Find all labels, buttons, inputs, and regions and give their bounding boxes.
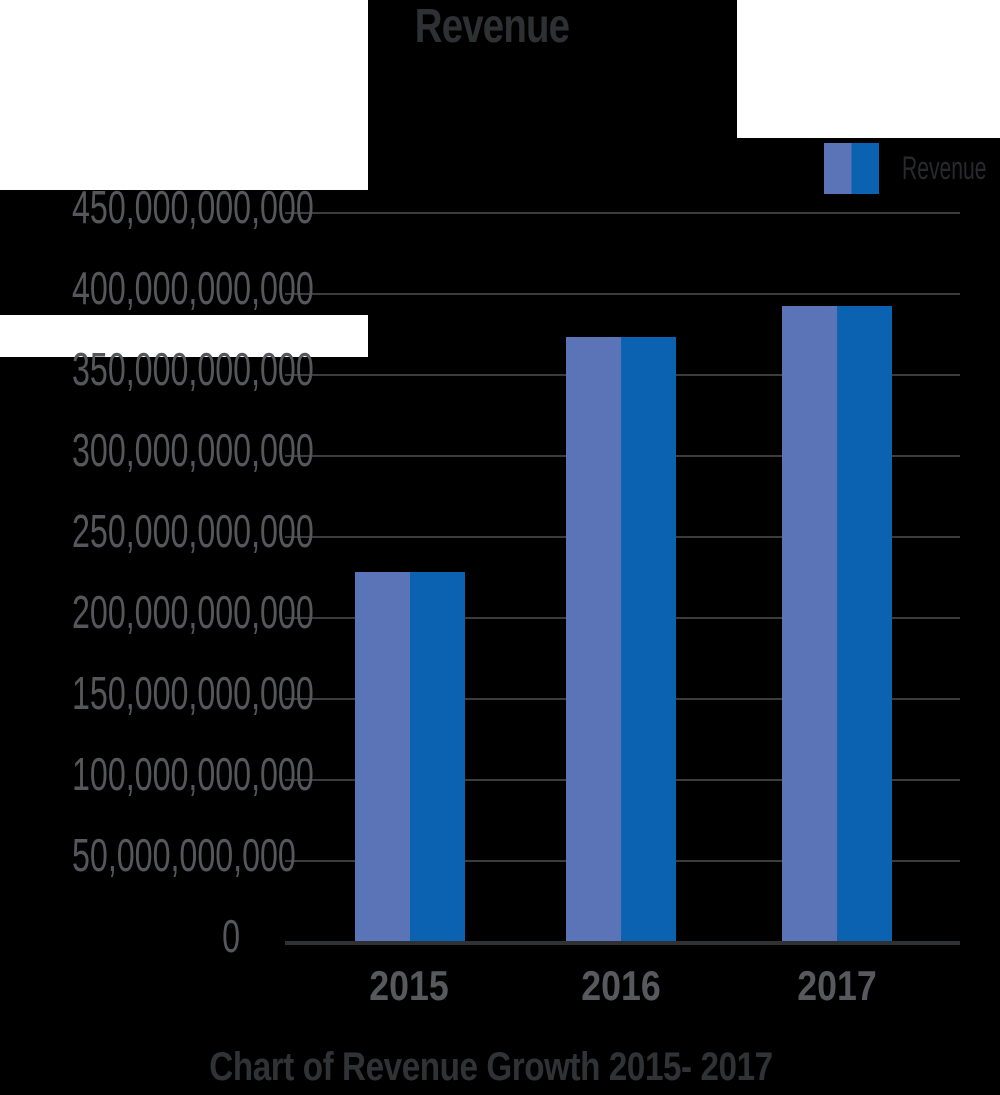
white-panel-top-left [0,0,368,190]
y-axis-tick-label: 400,000,000,000 [72,262,314,314]
gridline [285,293,960,295]
y-axis-tick-label: 200,000,000,000 [72,586,314,638]
white-strip-left [0,315,368,357]
x-axis-tick-label: 2016 [581,962,661,1009]
gridline [285,212,960,214]
y-axis-tick-label: 0 [222,910,240,962]
bar-2017 [782,306,892,941]
chart-caption: Chart of Revenue Growth 2015- 2017 [209,1045,773,1089]
y-axis-tick-label: 100,000,000,000 [72,748,314,800]
y-axis-tick-label: 150,000,000,000 [72,667,314,719]
x-axis-tick-label: 2017 [797,962,877,1009]
white-panel-top-right [737,0,1000,138]
y-axis-tick-label: 50,000,000,000 [72,829,296,881]
x-axis-line [285,941,960,945]
y-axis-tick-label: 300,000,000,000 [72,424,314,476]
bar-2016 [566,337,676,941]
chart-title: Revenue [414,0,570,53]
y-axis-tick-label: 250,000,000,000 [72,505,314,557]
y-axis-tick-label: 450,000,000,000 [72,181,314,233]
legend-label: Revenue [902,150,987,186]
x-axis-tick-label: 2015 [369,962,449,1009]
legend-swatch-icon [824,143,879,194]
bar-2015 [355,572,465,941]
y-axis-tick-label: 350,000,000,000 [72,343,314,395]
